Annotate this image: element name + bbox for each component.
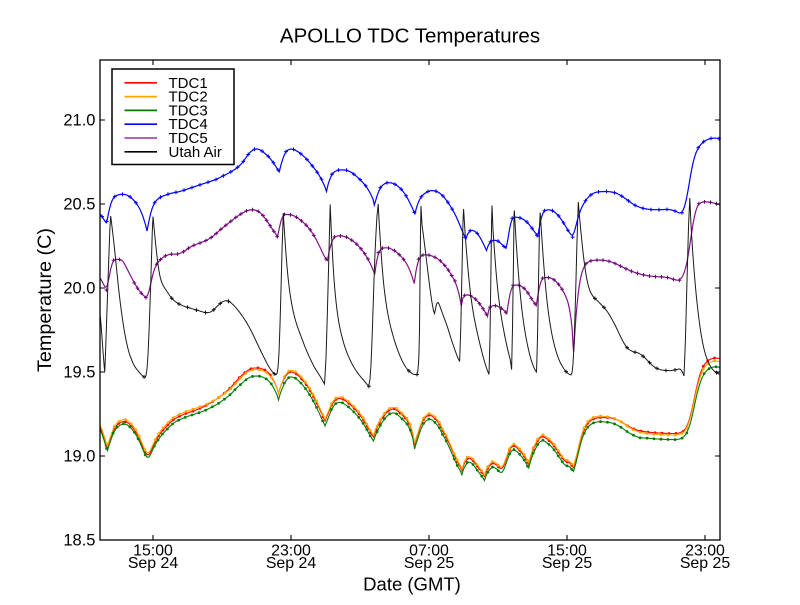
svg-text:20.0: 20.0 xyxy=(63,280,95,298)
svg-text:23:00: 23:00 xyxy=(271,543,311,560)
svg-text:19.5: 19.5 xyxy=(63,364,95,382)
svg-text:Sep 25: Sep 25 xyxy=(542,555,593,572)
svg-text:18.5: 18.5 xyxy=(63,532,95,550)
svg-text:Sep 24: Sep 24 xyxy=(128,555,179,572)
svg-text:20.5: 20.5 xyxy=(63,196,95,214)
svg-text:Sep 25: Sep 25 xyxy=(680,555,731,572)
svg-text:23:00: 23:00 xyxy=(685,543,725,560)
svg-text:Sep 25: Sep 25 xyxy=(404,555,455,572)
svg-text:TDC4: TDC4 xyxy=(169,116,208,133)
svg-text:15:00: 15:00 xyxy=(547,543,587,560)
svg-text:APOLLO TDC Temperatures: APOLLO TDC Temperatures xyxy=(280,25,540,48)
svg-text:Date (GMT): Date (GMT) xyxy=(363,574,461,595)
svg-text:Sep 24: Sep 24 xyxy=(266,555,317,572)
svg-text:19.0: 19.0 xyxy=(63,448,95,466)
svg-text:TDC3: TDC3 xyxy=(169,102,208,119)
svg-text:07:00: 07:00 xyxy=(409,543,449,560)
svg-text:TDC5: TDC5 xyxy=(169,130,208,147)
svg-text:15:00: 15:00 xyxy=(133,543,173,560)
svg-text:TDC1: TDC1 xyxy=(169,75,208,92)
svg-text:TDC2: TDC2 xyxy=(169,89,208,106)
svg-text:21.0: 21.0 xyxy=(63,112,95,130)
svg-text:Utah Air: Utah Air xyxy=(169,144,222,161)
svg-text:Temperature (C): Temperature (C) xyxy=(34,228,56,372)
